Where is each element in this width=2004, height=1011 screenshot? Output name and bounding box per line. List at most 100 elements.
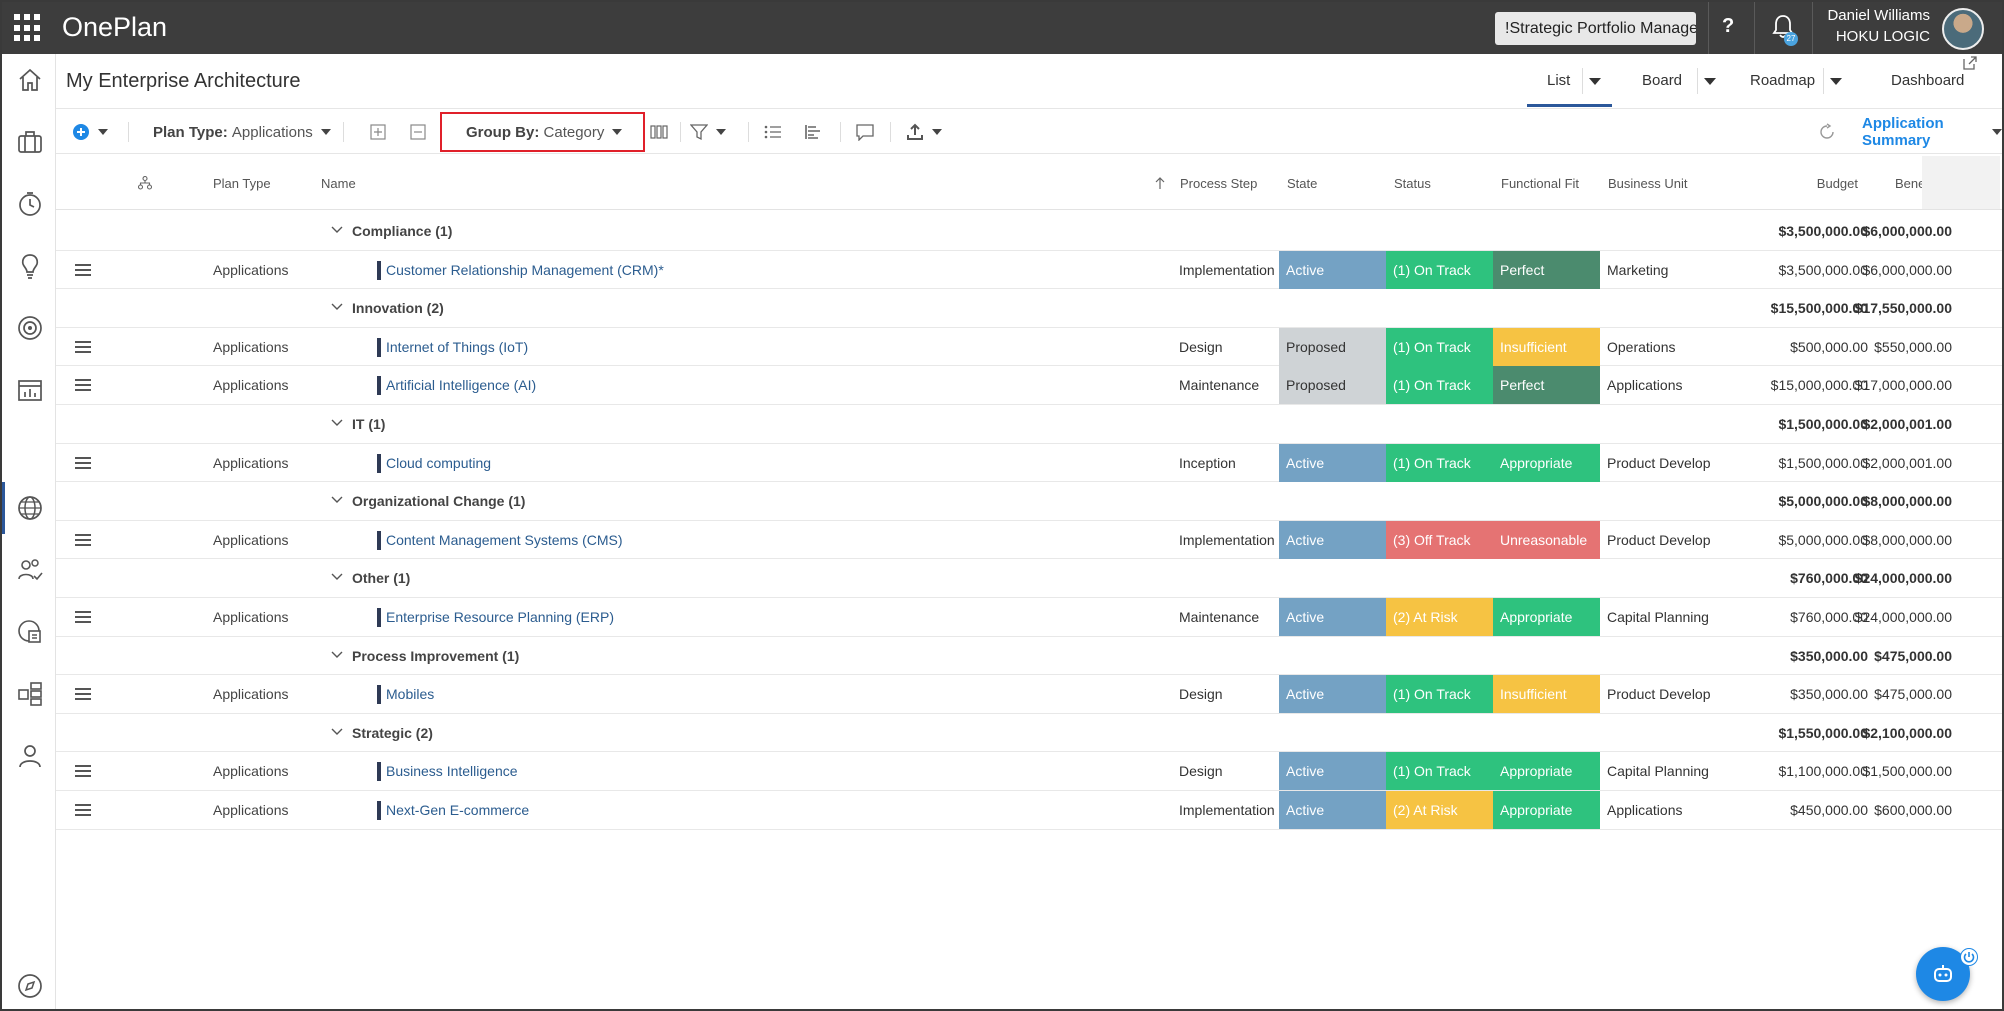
item-name-link[interactable]: Internet of Things (IoT) [386,338,529,355]
roadmap-dropdown-caret-icon[interactable] [1830,78,1842,85]
tab-list[interactable]: List [1547,72,1571,89]
item-name-link[interactable]: Cloud computing [386,454,492,471]
collapse-chevron-icon[interactable] [330,648,344,662]
group-by-dropdown[interactable]: Group By: Category [466,109,623,155]
collapse-chevron-icon[interactable] [330,223,344,237]
add-button[interactable] [72,109,108,155]
group-row[interactable]: Compliance (1) $3,500,000.00 $6,000,000.00 [56,212,2002,251]
group-row[interactable]: Strategic (2) $1,550,000.00 $2,100,000.00 [56,714,2002,753]
column-header-process-step[interactable]: Process Step [1180,176,1258,191]
group-benefits-total: $24,000,000.00 [1854,570,1952,587]
state-chip: Active [1279,791,1386,829]
table-row[interactable]: Applications Mobiles Design Active (1) On Tr… [56,675,2002,714]
table-row[interactable]: Applications Next-Gen E-commerce Implement… [56,791,2002,830]
comments-button[interactable] [856,109,874,155]
table-row[interactable]: Applications Content Management Systems (… [56,520,2002,560]
globe-icon[interactable] [16,494,44,522]
group-row[interactable]: Other (1) $760,000.00 $24,000,000.00 [56,559,2002,598]
budget-cell: $3,500,000.00 [1778,261,1868,278]
drag-handle-icon[interactable] [75,340,91,353]
brand-title[interactable]: OnePlan [62,12,168,42]
table-row[interactable]: Applications Customer Relationship Manage… [56,250,2002,290]
table-row[interactable]: Applications Business Intelligence Design A… [56,752,2002,791]
popout-icon[interactable] [1963,56,1977,70]
group-row[interactable]: Organizational Change (1) $5,000,000.00 $8… [56,482,2002,521]
collapse-chevron-icon[interactable] [330,416,344,430]
expand-all-button[interactable] [370,109,386,155]
workspace-selector[interactable]: !Strategic Portfolio Manager [1495,12,1696,45]
timer-icon[interactable] [16,190,44,218]
table-row[interactable]: Applications Cloud computing Inception Acti… [56,443,2002,483]
avatar[interactable] [1942,8,1984,50]
collapse-chevron-icon[interactable] [330,493,344,507]
item-name-link[interactable]: Next-Gen E-commerce [386,802,530,818]
table-row[interactable]: Applications Enterprise Resource Planning… [56,598,2002,637]
drag-handle-icon[interactable] [75,263,91,276]
benefits-cell: $17,000,000.00 [1854,377,1952,394]
export-button[interactable] [906,109,942,155]
table-row[interactable]: Applications Internet of Things (IoT) Desi… [56,327,2002,367]
collapse-chevron-icon[interactable] [330,570,344,584]
group-row[interactable]: Process Improvement (1) $350,000.00 $475,0… [56,637,2002,676]
tab-dashboard[interactable]: Dashboard [1891,72,1965,89]
table-row[interactable]: Applications Artificial Intelligence (AI)… [56,366,2002,405]
column-header-state[interactable]: State [1287,176,1318,191]
column-header-status[interactable]: Status [1394,176,1431,191]
list-view-button[interactable] [764,109,782,155]
collapse-chevron-icon[interactable] [330,725,344,739]
application-summary-dropdown[interactable]: Application Summary [1862,109,2002,155]
item-name-link[interactable]: Customer Relationship Management (CRM)* [386,261,664,278]
item-name-link[interactable]: Content Management Systems (CMS) [386,531,623,548]
compass-icon[interactable] [16,972,44,1000]
item-name-link[interactable]: Enterprise Resource Planning (ERP) [386,609,614,625]
hierarchy-icon[interactable] [16,680,44,708]
drag-handle-icon[interactable] [75,456,91,469]
home-icon[interactable] [16,66,44,94]
collapse-chevron-icon[interactable] [330,300,344,314]
group-row[interactable]: IT (1) $1,500,000.00 $2,000,001.00 [56,405,2002,444]
functional-fit-chip: Appropriate [1493,443,1600,482]
drag-handle-icon[interactable] [75,765,91,778]
group-row[interactable]: Innovation (2) $15,500,000.00 $17,550,000.… [56,289,2002,328]
gantt-button[interactable] [804,109,822,155]
plan-type-dropdown[interactable]: Plan Type: Applications [153,109,331,155]
board-dropdown-caret-icon[interactable] [1704,78,1716,85]
user-icon[interactable] [16,742,44,770]
column-header-plan-type[interactable]: Plan Type [213,176,271,191]
item-name-link[interactable]: Mobiles [386,686,435,703]
help-button[interactable]: ? [1722,15,1735,37]
columns-button[interactable] [650,109,668,155]
column-header-name[interactable]: Name [321,176,356,191]
item-name-link[interactable]: Business Intelligence [386,763,518,780]
sort-ascending-icon[interactable] [1155,176,1165,190]
people-check-icon[interactable] [16,556,44,584]
filter-button[interactable] [690,109,726,155]
user-name[interactable]: Daniel Williams [1827,7,1930,24]
tab-roadmap[interactable]: Roadmap [1750,72,1816,89]
target-icon[interactable] [16,314,44,342]
lightbulb-icon[interactable] [16,252,44,280]
refresh-icon[interactable] [1818,123,1836,141]
drag-handle-icon[interactable] [75,379,91,392]
process-step-cell: Design [1179,338,1223,355]
briefcase-icon[interactable] [16,128,44,156]
item-name-link[interactable]: Artificial Intelligence (AI) [386,377,537,394]
list-dropdown-caret-icon[interactable] [1589,78,1601,85]
drag-handle-icon[interactable] [75,688,91,701]
collapse-all-button[interactable] [410,109,426,155]
tab-board[interactable]: Board [1642,72,1683,89]
power-icon[interactable] [1960,948,1978,966]
column-header-business-unit[interactable]: Business Unit [1608,176,1688,191]
hierarchy-column-icon[interactable] [138,176,152,190]
resource-search-icon[interactable] [16,618,44,646]
state-chip: Active [1279,752,1386,791]
benefits-cell: $550,000.00 [1874,338,1952,355]
drag-handle-icon[interactable] [75,804,91,816]
notifications-button[interactable]: 27 [1770,12,1798,46]
app-launcher-icon[interactable] [14,14,44,42]
calendar-chart-icon[interactable] [16,376,44,404]
drag-handle-icon[interactable] [75,533,91,546]
column-header-budget[interactable]: Budget [1816,176,1858,191]
drag-handle-icon[interactable] [75,611,91,623]
column-header-functional-fit[interactable]: Functional Fit [1501,176,1580,191]
